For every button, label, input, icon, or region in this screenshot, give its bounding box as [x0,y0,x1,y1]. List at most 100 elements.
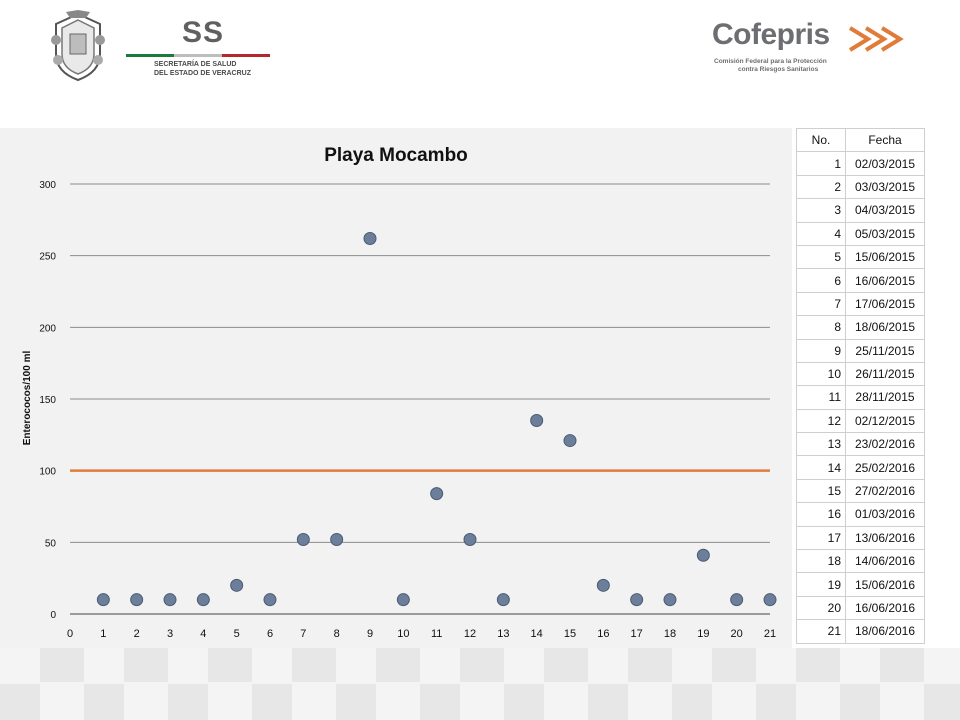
flag-stripe [126,54,270,57]
row-date: 04/03/2015 [845,198,925,223]
x-tick-label: 15 [564,628,576,640]
y-tick-labels: 0 50 100 150 200 250 300 [39,180,56,621]
footer-tile [840,684,880,720]
cofepris-tagline-1: Comisión Federal para la Protección [714,58,827,65]
table-row: 19 15/06/2016 [796,572,925,597]
x-tick-label: 20 [731,628,743,640]
data-point [630,593,644,607]
table-row: 6 16/06/2015 [796,268,925,293]
row-number: 20 [796,595,846,621]
data-point [263,593,277,607]
ss-line-2: DEL ESTADO DE VERACRUZ [154,70,251,77]
row-date: 15/06/2015 [845,244,925,270]
data-point [730,593,744,607]
row-number: 6 [796,268,846,293]
footer-tile [208,648,252,682]
footer-tile [756,684,796,720]
footer-tile [168,684,208,720]
row-number: 19 [796,572,846,597]
footer-tile [252,684,292,720]
data-point [663,593,677,607]
x-tick-label: 5 [234,628,240,640]
row-number: 13 [796,432,846,457]
row-date: 17/06/2015 [845,291,925,317]
table-row: 10 26/11/2015 [796,361,925,387]
table-row: 18 14/06/2016 [796,549,925,574]
x-tick-label: 7 [300,628,306,640]
data-point [463,532,477,546]
sampling-dates-table: No. Fecha 1 02/03/2015 2 03/03/2015 3 04/03/2… [796,127,925,644]
y-tick-label: 0 [50,610,56,621]
data-point [530,414,544,427]
data-point [96,593,110,607]
table-row: 3 04/03/2015 [796,198,925,223]
row-number: 9 [796,338,846,363]
x-tick-label: 2 [134,628,140,640]
footer-tile [924,684,960,720]
row-number: 18 [796,549,846,574]
x-tick-label: 21 [764,628,776,640]
table-row: 5 15/06/2015 [796,244,925,270]
x-tick-label: 3 [167,628,173,640]
row-number: 3 [796,198,846,223]
footer-tile [420,684,460,720]
row-date: 14/06/2016 [845,549,925,574]
table-row: 9 25/11/2015 [796,338,925,363]
ss-line-1: SECRETARÍA DE SALUD [154,61,237,68]
x-tick-label: 8 [334,628,340,640]
footer-tile [628,648,672,682]
row-date: 25/11/2015 [845,338,925,363]
table-row: 20 16/06/2016 [796,595,925,621]
y-axis-label: Enterococos/100 ml [22,351,33,446]
y-tick-label: 150 [39,395,56,406]
x-tick-label: 17 [631,628,643,640]
data-point [696,548,710,562]
table-row: 16 01/03/2016 [796,502,925,527]
table-row: 21 18/06/2016 [796,619,925,644]
data-point [496,593,510,607]
data-point [196,593,210,607]
x-tick-labels: 0 1 2 3 4 5 6 7 8 9 10 11 12 13 14 15 16 17 18 19 20 21 [67,628,776,640]
row-number: 10 [796,361,846,387]
row-number: 4 [796,221,846,246]
y-tick-label: 250 [39,252,56,263]
row-number: 1 [796,151,846,176]
table-row: 4 05/03/2015 [796,221,925,246]
x-tick-label: 1 [100,628,106,640]
data-point [396,593,410,607]
data-point [763,593,777,607]
footer-tile [0,684,40,720]
row-date: 27/02/2016 [845,478,925,504]
footer-tile [544,648,588,682]
row-number: 12 [796,408,846,434]
row-number: 2 [796,174,846,200]
table-row: 1 02/03/2015 [796,151,925,176]
row-number: 8 [796,315,846,340]
data-point [230,578,244,592]
footer-tile [880,648,924,682]
row-date: 26/11/2015 [845,361,925,387]
data-point [296,532,310,546]
footer-tile [84,684,124,720]
row-number: 5 [796,244,846,270]
scatter-chart: Playa Mocambo Enterococos/100 ml 0501001… [22,145,777,640]
x-tick-label: 12 [464,628,476,640]
row-number: 15 [796,478,846,504]
table-row: 7 17/06/2015 [796,291,925,317]
row-date: 16/06/2015 [845,268,925,293]
table-row: 12 02/12/2015 [796,408,925,434]
x-tick-label: 14 [531,628,543,640]
footer-tile [712,648,756,682]
y-tick-label: 100 [39,467,56,478]
x-tick-label: 18 [664,628,676,640]
data-point [563,434,577,448]
table-row: 2 03/03/2015 [796,174,925,200]
table-body: 1 02/03/2015 2 03/03/2015 3 04/03/2015 4 05/03/… [796,151,925,644]
footer-tile [292,648,336,682]
row-date: 23/02/2016 [845,432,925,457]
row-date: 01/03/2016 [845,502,925,527]
x-tick-label: 16 [597,628,609,640]
row-date: 18/06/2016 [845,619,925,644]
data-point [363,231,377,245]
chart-title: Playa Mocambo [324,145,468,166]
